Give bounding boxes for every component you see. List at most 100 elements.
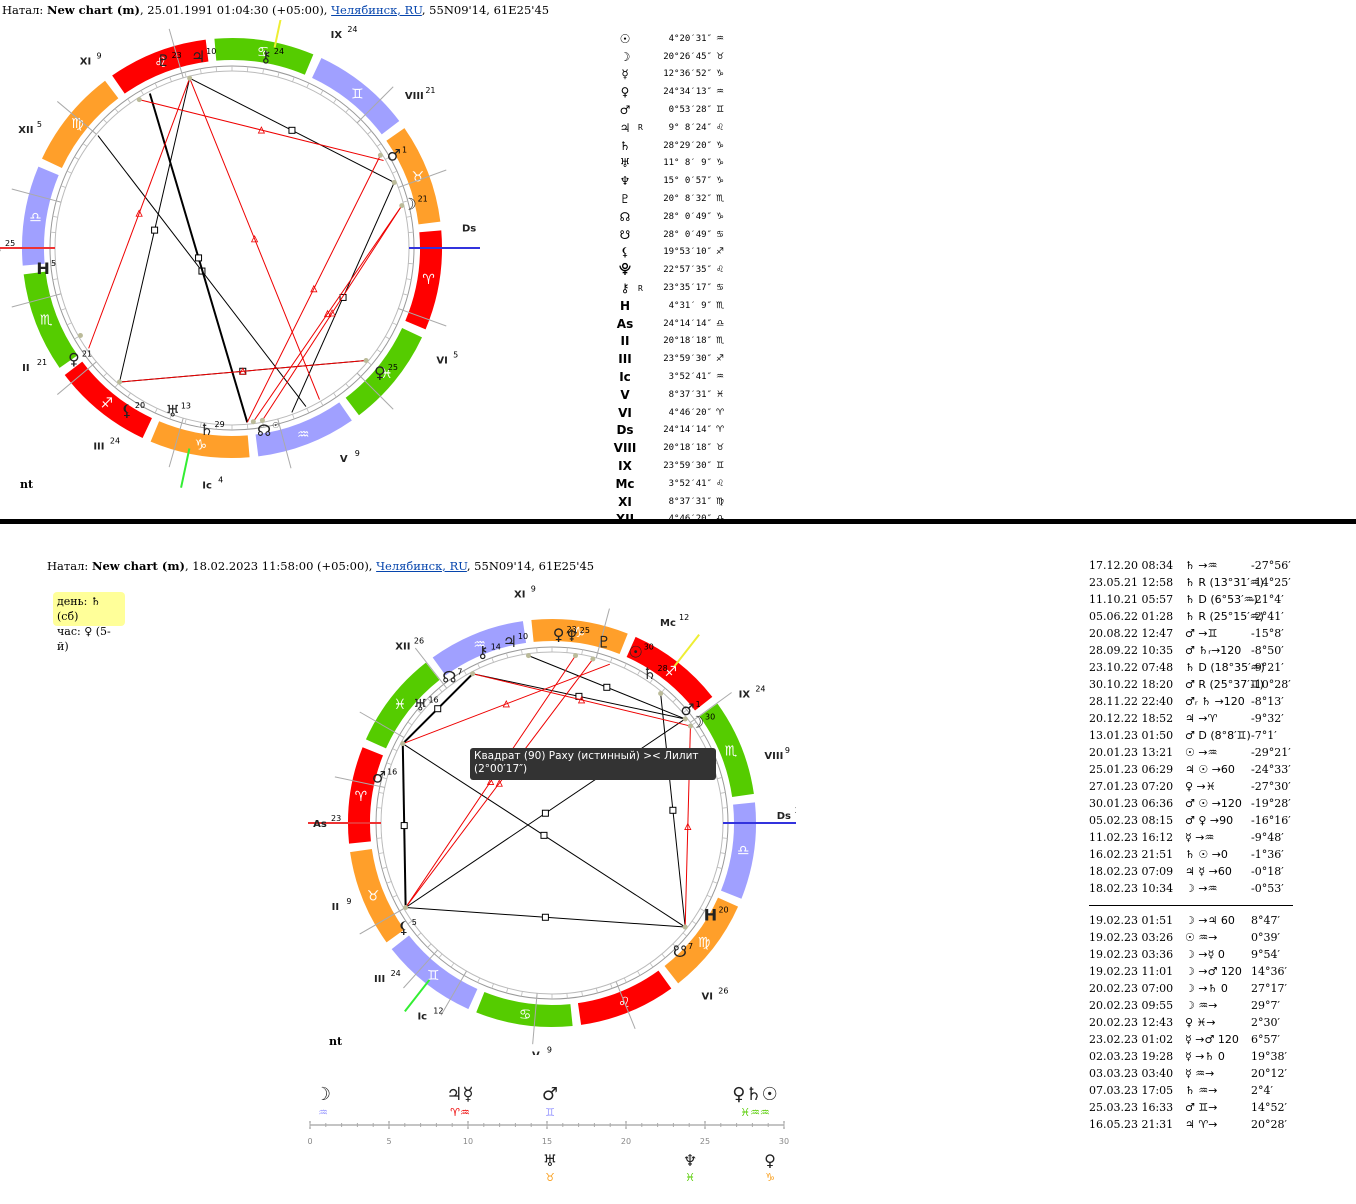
planet-position: 20°18′18″ xyxy=(663,336,712,347)
aspect-square-marker xyxy=(603,683,611,691)
planet-position: 28° 0′49″ xyxy=(663,211,712,222)
transit-event: ♂ ♊→ xyxy=(1185,1101,1218,1114)
house-label: III xyxy=(93,441,104,452)
degree-tick xyxy=(66,170,72,174)
house-degree: 9 xyxy=(531,585,536,593)
zodiac-sign-segment xyxy=(348,747,384,844)
chart2-city-link[interactable]: Челябинск, RU xyxy=(376,559,467,573)
transit-row: 17.12.20 08:34 ♄ →♒ -27°56′ xyxy=(1089,559,1294,576)
planet-glyph: As xyxy=(616,316,634,331)
degree-tick xyxy=(691,920,697,925)
strip-axis-label: 5 xyxy=(386,1137,391,1146)
chart1-wheel[interactable]: ♈♉♊♋♌♍♎♏♐♑♒♓♃ 10 ⚷ 24♇ 23♂ 1☽ 21H 5♀ 21⚸ 20♀ 25☊ ☉♄… xyxy=(0,20,480,500)
strip-sign-glyph: ♉ xyxy=(545,1171,555,1184)
house-cusp-line xyxy=(11,293,62,308)
planet-position: 24°14′14″ xyxy=(663,318,712,329)
sign-glyph: ♑ xyxy=(715,140,725,151)
transit-event: ☽ →♄ 0 xyxy=(1185,982,1228,995)
house-degree: 9 xyxy=(785,746,790,755)
strip-sign-glyph: ♓♒♒ xyxy=(740,1106,770,1119)
house-cusp-line xyxy=(168,418,184,468)
zodiac-sign-glyph: ♓ xyxy=(394,697,407,713)
degree-tick xyxy=(682,709,688,714)
degree-tick xyxy=(581,991,583,997)
transit-event: ♄ ☉ →0 xyxy=(1185,848,1228,861)
strip-sign-glyph: ♈♒ xyxy=(450,1106,470,1119)
transit-date: 13.01.23 01:50 xyxy=(1089,729,1174,742)
degree-tick xyxy=(277,72,280,78)
sign-glyph: ♏ xyxy=(715,336,725,347)
strip-planet-glyph: ♅ xyxy=(543,1151,557,1170)
chart1-city-link[interactable]: Челябинск, RU xyxy=(331,3,422,17)
planet-dot xyxy=(403,905,409,910)
transit-date: 19.02.23 03:26 xyxy=(1089,931,1174,944)
zodiac-sign-glyph: ♑ xyxy=(573,625,586,641)
transit-value: 20°28′ xyxy=(1251,1118,1287,1131)
aspect-line xyxy=(88,78,191,349)
aspect-line xyxy=(402,663,610,745)
house-cusp-line xyxy=(57,101,97,135)
planet-row: VI 4°46′20″ ♈ xyxy=(612,404,732,422)
planet-glyph-label: H xyxy=(36,259,49,278)
transit-event: ♂ D (8°8′♊) xyxy=(1185,729,1251,742)
transit-event: ♃ →♈ xyxy=(1185,712,1218,725)
degree-tick xyxy=(82,349,88,353)
transit-row: 20.02.23 09:55 ☽ ♒→ 29°7′ xyxy=(1089,999,1294,1016)
planet-position: 0°53′28″ xyxy=(668,105,712,116)
day-hour-box: день: ♄ (сб) час: ♀ (5-й) xyxy=(53,592,125,653)
planet-position: 20°26′45″ xyxy=(663,51,712,62)
aspect-square-marker xyxy=(434,705,442,713)
transit-row: 16.05.23 21:31 ♃ ♈→ 20°28′ xyxy=(1089,1118,1294,1135)
planet-degree-label: 14 xyxy=(491,642,501,651)
house-label: II xyxy=(332,902,339,913)
planet-glyph: ☋ xyxy=(619,227,631,242)
zodiac-sign-glyph: ♏ xyxy=(40,312,53,328)
planet-glyph-label: ☊ xyxy=(442,667,456,686)
planet-glyph-label: ♂ xyxy=(387,146,401,165)
degree-tick xyxy=(427,698,432,703)
planet-degree-label: 7 xyxy=(688,942,693,951)
transit-row: 28.09.22 10:35 ♂ ♄ᵣ→120 -8°50′ xyxy=(1089,644,1294,661)
transit-value: -27°30′ xyxy=(1251,780,1291,793)
house-degree: 21 xyxy=(37,358,47,367)
degree-tick xyxy=(491,983,494,989)
planet-position: 9° 8′24″ xyxy=(668,122,712,133)
transit-date: 23.05.21 12:58 xyxy=(1089,576,1174,589)
planet-glyph: ⚸ xyxy=(620,245,630,260)
degree-tick xyxy=(381,777,387,780)
house-label: VIII xyxy=(405,91,424,102)
degree-tick xyxy=(200,422,202,428)
planet-glyph-label: ♀ xyxy=(374,363,386,382)
degree-tick xyxy=(392,894,398,898)
house-label: XII xyxy=(395,641,410,652)
zodiac-sign-segment xyxy=(350,848,405,943)
degree-tick xyxy=(407,920,413,925)
transit-row: 05.02.23 08:15 ♂ ♀ →90 -16°16′ xyxy=(1089,814,1294,831)
planet-glyph: H xyxy=(619,298,631,313)
planet-dot xyxy=(259,417,265,423)
zodiac-sign-glyph: ♒ xyxy=(297,427,310,443)
planet-row: Ic 3°52′41″ ♒ xyxy=(612,368,732,386)
house-cusp-line xyxy=(356,372,394,410)
transit-date: 20.02.23 07:00 xyxy=(1089,982,1174,995)
aspect-line xyxy=(405,658,594,908)
house-degree: 24 xyxy=(391,969,401,978)
degree-tick xyxy=(82,143,88,147)
degree-tick xyxy=(392,170,398,174)
planet-glyph-label: ☊ xyxy=(257,421,271,440)
aspect-trine-marker xyxy=(502,700,510,708)
sign-glyph: ♒ xyxy=(715,33,725,44)
house-label: VI xyxy=(436,356,447,367)
transit-event: ♃ ☉ →60 xyxy=(1185,763,1235,776)
house-label: XII xyxy=(18,125,33,136)
zodiac-sign-segment xyxy=(699,703,754,798)
transit-event: ♀ ♓→ xyxy=(1185,1016,1216,1029)
house-label: III xyxy=(374,974,385,985)
transit-value: -21°4′ xyxy=(1251,593,1284,606)
transit-value: -10°28′ xyxy=(1251,678,1291,691)
degree-tick xyxy=(416,932,422,937)
house-degree: 5 xyxy=(453,351,458,360)
planet-degree-label: 10 xyxy=(518,632,528,641)
chart2-wheel[interactable]: ♈♉♊♋♌♍♎♏♐♑♒♓♃10⚷14♆25♀23♇☉30♄28♂1☽30☊7♅1… xyxy=(306,585,796,1055)
aspect-trine-marker xyxy=(239,367,247,375)
